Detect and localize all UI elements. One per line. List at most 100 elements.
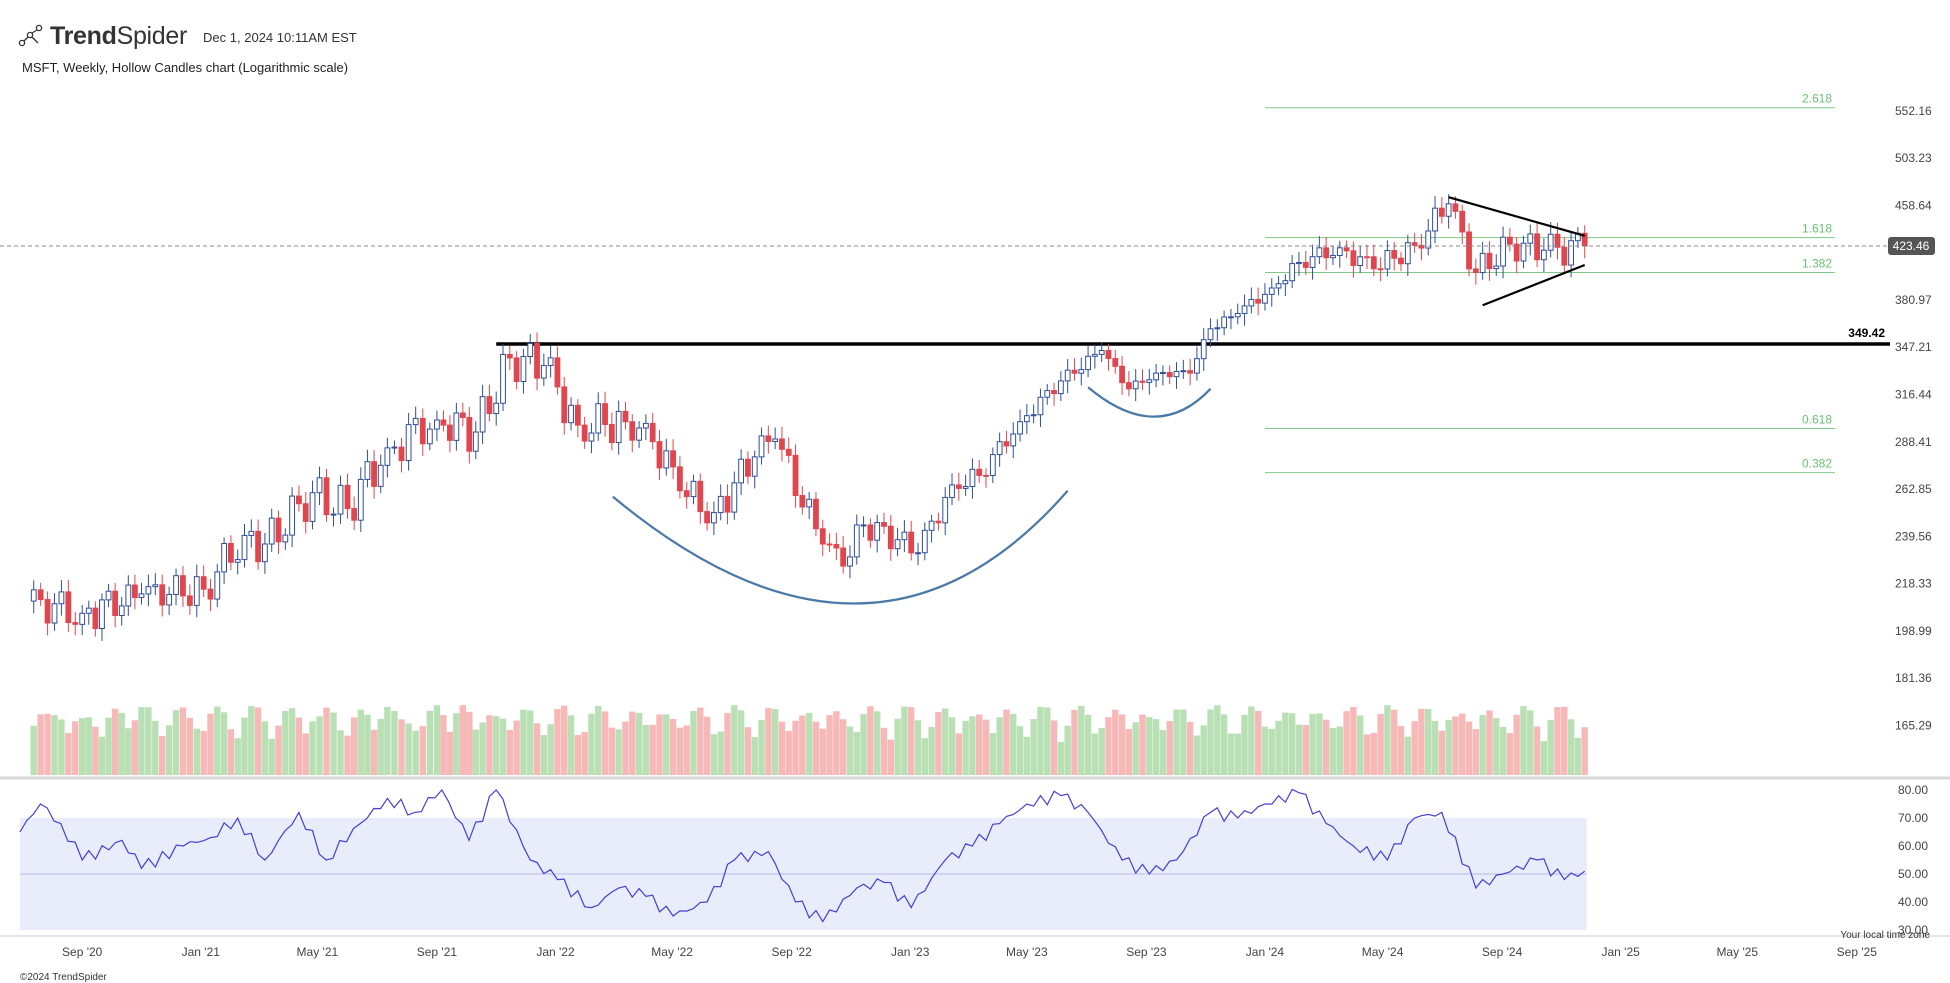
candle-down: [887, 525, 894, 550]
time-axis-tick: Jan '21: [182, 945, 221, 959]
volume-bar: [656, 714, 663, 775]
candle-down: [629, 421, 636, 441]
volume-bar: [1493, 717, 1500, 775]
time-axis-tick: May '25: [1716, 945, 1758, 959]
candle-up: [391, 446, 398, 449]
candle-down: [622, 410, 629, 423]
triangle-lower-line: [1482, 263, 1586, 307]
volume-bar: [989, 733, 997, 775]
time-axis-tick: May '24: [1362, 945, 1404, 959]
candle-down: [275, 517, 282, 543]
volume-bar: [744, 727, 752, 775]
volume-bar: [254, 707, 262, 775]
candle-up: [758, 435, 765, 458]
candle-down: [670, 450, 676, 468]
candle-down: [1071, 369, 1078, 374]
volume-bar: [220, 712, 228, 775]
candle-up: [1296, 261, 1302, 265]
candle-up: [357, 478, 364, 521]
volume-bar: [453, 713, 460, 775]
candle-up: [962, 485, 969, 489]
candle-up: [1037, 396, 1044, 416]
volume-bar: [1071, 709, 1078, 775]
volume-bar: [364, 714, 371, 775]
volume-bar: [1118, 714, 1126, 775]
volume-bar: [826, 715, 833, 775]
volume-bar: [172, 710, 180, 775]
candle-up: [500, 353, 506, 404]
volume-bar: [1084, 714, 1092, 775]
candle-down: [656, 441, 663, 469]
candle-up: [493, 402, 500, 415]
volume-bar: [1261, 726, 1269, 775]
volume-bar: [323, 707, 330, 775]
volume-bar: [1431, 721, 1439, 775]
candle-up: [262, 543, 268, 563]
candle-down: [683, 490, 690, 498]
candle-up: [527, 342, 534, 357]
volume-bar: [295, 717, 303, 775]
candle-up: [1010, 433, 1017, 447]
candle-down: [935, 520, 942, 524]
volume-bar: [227, 729, 235, 775]
volume-bar: [1445, 720, 1452, 775]
candle-up: [860, 524, 867, 527]
candle-up: [1180, 370, 1187, 373]
candle-down: [826, 543, 833, 546]
fib-level-label: 0.382: [1802, 457, 1832, 471]
candle-up: [1194, 358, 1200, 374]
candle-down: [1452, 203, 1459, 212]
volume-bar: [412, 730, 419, 775]
pattern-drawings[interactable]: [612, 196, 1586, 605]
volume-bar: [506, 729, 514, 775]
candle-down: [1377, 268, 1384, 271]
volume-bar: [370, 729, 378, 775]
candle-down: [398, 446, 405, 462]
price-axis-tick: 347.21: [1895, 340, 1932, 354]
volume-bar: [426, 710, 434, 775]
candle-up: [1207, 328, 1214, 341]
candle-up: [690, 480, 697, 498]
time-axis-tick: Jan '24: [1246, 945, 1285, 959]
volume-bar: [561, 705, 568, 775]
volume-bar: [152, 720, 159, 775]
volume-bar: [1030, 719, 1037, 775]
candle-down: [1486, 252, 1493, 270]
candle-down: [1105, 349, 1112, 359]
volume-bar: [1200, 725, 1207, 775]
candle-up: [99, 599, 105, 629]
rsi-axis-tick: 70.00: [1898, 811, 1928, 825]
volume-bar: [200, 730, 207, 775]
volume-bar: [1533, 726, 1541, 775]
volume-bar: [1050, 720, 1058, 775]
volume-bar: [955, 733, 963, 775]
volume-bar: [935, 711, 942, 775]
volume-bar: [792, 720, 799, 775]
cup-arc: [612, 490, 1069, 605]
volume-bar: [533, 723, 541, 775]
candle-down: [1302, 261, 1309, 268]
fibonacci-levels[interactable]: 2.618 1.618 1.382 0.618 0.382: [1264, 92, 1835, 474]
volume-bar: [1411, 721, 1418, 775]
candlestick-series: [30, 194, 1588, 641]
candle-up: [1017, 421, 1023, 435]
resistance-line[interactable]: 349.42: [496, 326, 1890, 346]
volume-bar: [1499, 726, 1507, 775]
volume-bar: [1234, 733, 1241, 775]
candle-down: [813, 498, 819, 530]
volume-bar: [1193, 735, 1201, 775]
volume-bar: [1425, 709, 1432, 775]
candle-up: [1160, 371, 1166, 374]
candle-down: [554, 357, 561, 388]
candle-down: [1003, 441, 1010, 447]
volume-bar: [1023, 736, 1031, 775]
candle-down: [200, 576, 207, 590]
volume-bar: [207, 713, 214, 775]
volume-bar: [1322, 719, 1330, 775]
candle-up: [901, 531, 908, 541]
time-axis-tick: Sep '21: [417, 945, 458, 959]
volume-bar: [330, 712, 337, 775]
volume-bar: [595, 706, 602, 775]
candle-up: [847, 556, 853, 567]
